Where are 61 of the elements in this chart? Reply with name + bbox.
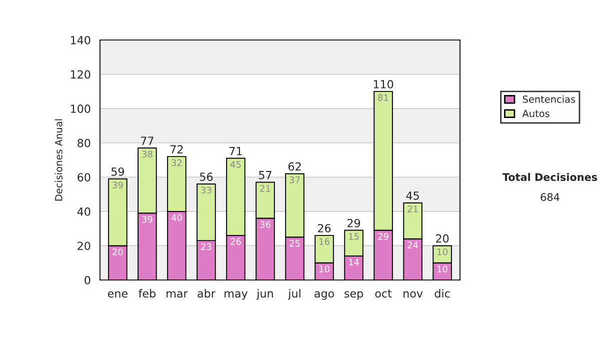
y-tick-label: 0	[84, 276, 90, 284]
legend-label: Sentencias	[522, 95, 576, 103]
data-label: 20	[112, 248, 123, 256]
x-tick-label: ago	[314, 291, 334, 300]
data-label: 23	[201, 243, 212, 250]
x-tick-label: feb	[138, 289, 156, 298]
total-label: 29	[348, 218, 360, 228]
data-label: 29	[378, 233, 388, 240]
total-label: 71	[230, 147, 242, 156]
total-label: 72	[170, 145, 183, 154]
data-label: 32	[172, 159, 182, 166]
y-tick-label: 120	[70, 70, 90, 79]
data-label: 10	[438, 266, 448, 272]
data-label: 39	[112, 182, 123, 188]
y-axis-title: Decisiones Anual	[54, 119, 62, 201]
y-tick-label: 40	[77, 207, 90, 216]
y-tick-label: 80	[78, 138, 90, 148]
x-tick-label: may	[224, 291, 248, 300]
data-label: 15	[349, 233, 359, 240]
total-label: 110	[374, 80, 394, 88]
data-label: 39	[142, 216, 152, 223]
data-label: 45	[230, 161, 241, 168]
x-tick-label: nov	[404, 291, 423, 298]
data-label: 26	[230, 238, 241, 245]
text: 684	[540, 193, 560, 202]
data-label: 81	[378, 94, 388, 101]
text: Total Decisiones	[502, 172, 598, 182]
total-label: 26	[318, 224, 331, 232]
data-label: 38	[142, 150, 152, 158]
x-tick-label: sep	[344, 291, 363, 300]
total-label: 56	[200, 172, 213, 181]
total-label: 77	[141, 136, 154, 145]
data-label: 36	[260, 221, 270, 228]
x-tick-label: jun	[256, 289, 273, 300]
data-label: 40	[171, 214, 182, 221]
total-label: 62	[288, 162, 301, 171]
y-tick-label: 100	[70, 104, 90, 113]
y-tick-label: 20	[78, 242, 90, 250]
total-label: 59	[111, 167, 124, 176]
data-label: 10	[438, 248, 448, 256]
total-label: 20	[436, 234, 449, 243]
data-label: 33	[201, 186, 212, 194]
x-tick-label: oct	[375, 290, 392, 298]
total-label: 57	[259, 171, 272, 180]
data-label: 21	[260, 185, 270, 192]
data-label: 37	[290, 176, 300, 184]
x-tick-label: ene	[108, 291, 128, 298]
y-tick-label: 60	[78, 173, 90, 182]
legend-label: Autos	[522, 110, 550, 118]
data-label: 25	[290, 240, 300, 247]
x-tick-label: mar	[166, 291, 188, 298]
x-tick-label: dic	[434, 289, 450, 298]
data-label: 16	[320, 238, 330, 245]
total-label: 45	[406, 192, 419, 200]
x-tick-label: jul	[288, 289, 300, 300]
data-label: 21	[408, 206, 418, 212]
y-tick-label: 140	[70, 36, 90, 44]
x-tick-label: abr	[198, 289, 216, 298]
data-label: 14	[349, 258, 360, 266]
data-label: 24	[408, 242, 418, 248]
data-label: 10	[320, 266, 330, 272]
